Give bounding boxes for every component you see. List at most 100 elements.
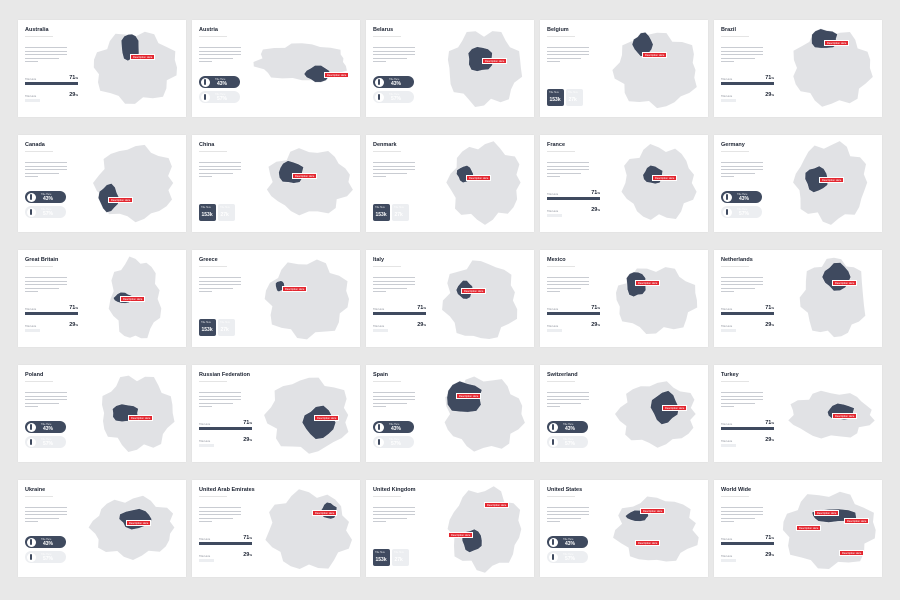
slide-title: Australia	[25, 27, 49, 33]
slide-greece[interactable]: Greece Description Here Title Here 153k Titl…	[192, 250, 360, 347]
person-icon	[374, 92, 384, 102]
slide-united-arab-emirates[interactable]: United Arab Emirates Description Here Titl…	[192, 480, 360, 577]
slide-poland[interactable]: Poland Description Here Title Here 43% Title…	[18, 365, 186, 462]
slide-china[interactable]: China Description Here Title Here 153k Title…	[192, 135, 360, 232]
person-icon	[374, 437, 384, 447]
people-stat-2: Title Here 57%	[373, 436, 414, 448]
people-stat-2: Title Here 57%	[373, 91, 414, 103]
number-box-2: Title Here 27k	[218, 319, 235, 336]
bar-label: Title Here	[373, 325, 385, 328]
slide-title: Turkey	[721, 372, 739, 378]
country-map	[93, 31, 177, 104]
progress-bar-1: Title Here 71%	[547, 190, 600, 200]
bar-value: 29	[765, 437, 772, 443]
slide-austria[interactable]: Austria Description Here Title Here 43% Titl…	[192, 20, 360, 117]
country-map	[799, 257, 866, 338]
bar-value: 29	[69, 92, 76, 98]
slide-switzerland[interactable]: Switzerland Description Here Title Here 43%…	[540, 365, 708, 462]
stat-value: 43%	[43, 196, 54, 202]
slide-turkey[interactable]: Turkey Description Here Title Here 71% Title…	[714, 365, 882, 462]
highlighted-region[interactable]	[467, 46, 493, 72]
slide-title: Poland	[25, 372, 44, 378]
bar-label: Title Here	[721, 78, 733, 81]
country-map	[108, 256, 162, 339]
number-box-1: Title Here 153k	[373, 549, 390, 566]
stat-label: Title Here	[41, 553, 52, 556]
slide-australia[interactable]: Australia Description Here Title Here 71% Ti…	[18, 20, 186, 117]
bar-unit: %	[75, 323, 78, 327]
slide-title: Mexico	[547, 257, 566, 263]
bar-value: 71	[765, 75, 772, 81]
bar-unit: %	[75, 306, 78, 310]
bar-unit: %	[423, 323, 426, 327]
description-text	[373, 507, 415, 525]
bar-value: 71	[591, 305, 598, 311]
slide-mexico[interactable]: Mexico Description Here Title Here 71% Title…	[540, 250, 708, 347]
progress-bar-1: Title Here 71%	[721, 535, 774, 545]
person-icon	[722, 192, 732, 202]
stat-label: Title Here	[737, 208, 748, 211]
slide-title: Switzerland	[547, 372, 578, 378]
slide-belarus[interactable]: Belarus Description Here Title Here 43% Titl…	[366, 20, 534, 117]
description-text	[199, 47, 241, 65]
people-stat-2: Title Here 57%	[199, 91, 240, 103]
person-icon	[26, 552, 36, 562]
bar-unit: %	[771, 553, 774, 557]
person-icon	[548, 552, 558, 562]
slide-united-kingdom[interactable]: United Kingdom Description Here Descriptio…	[366, 480, 534, 577]
bar-unit: %	[597, 191, 600, 195]
slide-germany[interactable]: Germany Description Here Title Here 43% Titl…	[714, 135, 882, 232]
stat-value: 43%	[565, 426, 576, 432]
number-box-1: Title Here 153k	[547, 89, 564, 106]
slide-great-britain[interactable]: Great Britain Description Here Title Here 7…	[18, 250, 186, 347]
slide-title: United States	[547, 487, 583, 493]
description-tag: Description Here	[482, 58, 508, 65]
slide-france[interactable]: France Description Here Title Here 71% Title…	[540, 135, 708, 232]
highlighted-region[interactable]	[804, 165, 829, 193]
description-text	[373, 47, 415, 65]
person-icon	[722, 207, 732, 217]
number-box-2: Title Here 27k	[566, 89, 583, 106]
progress-bar-1: Title Here 71%	[721, 75, 774, 85]
slide-spain[interactable]: Spain Description Here Title Here 43% Title …	[366, 365, 534, 462]
bar-unit: %	[423, 306, 426, 310]
slide-belgium[interactable]: Belgium Description Here Title Here 153k Tit…	[540, 20, 708, 117]
subtitle-line	[721, 266, 749, 267]
slide-world-wide[interactable]: World Wide Description Here Description He…	[714, 480, 882, 577]
stat-label: Title Here	[737, 193, 748, 196]
stat-label: Title Here	[563, 438, 574, 441]
stat-label: Title Here	[41, 438, 52, 441]
highlighted-region[interactable]	[301, 405, 337, 440]
description-text	[721, 162, 763, 180]
slide-title: Brazil	[721, 27, 736, 33]
slide-brazil[interactable]: Brazil Description Here Title Here 71% Title…	[714, 20, 882, 117]
bar-fill	[25, 312, 78, 315]
map-shape	[264, 259, 349, 340]
subtitle-line	[199, 496, 227, 497]
bar-fill	[25, 329, 41, 332]
subtitle-line	[373, 266, 401, 267]
slide-denmark[interactable]: Denmark Description Here Title Here 153k Tit…	[366, 135, 534, 232]
description-text	[721, 507, 763, 525]
people-stat-1: Title Here 43%	[373, 76, 414, 88]
number-box-2: Title Here 27k	[218, 204, 235, 221]
bar-value: 71	[69, 75, 76, 81]
slide-title: Belgium	[547, 27, 569, 33]
number-box-1: Title Here 153k	[199, 204, 216, 221]
slide-italy[interactable]: Italy Description Here Title Here 71% Title …	[366, 250, 534, 347]
slide-united-states[interactable]: United States Description Here Description…	[540, 480, 708, 577]
bar-fill	[547, 214, 563, 217]
description-tag: Description Here	[128, 415, 154, 422]
bar-unit: %	[771, 438, 774, 442]
bar-fill	[373, 329, 389, 332]
slide-netherlands[interactable]: Netherlands Description Here Title Here 71%…	[714, 250, 882, 347]
bar-unit: %	[771, 323, 774, 327]
bar-label: Title Here	[721, 95, 733, 98]
person-icon	[26, 207, 36, 217]
bar-label: Title Here	[547, 325, 559, 328]
slide-ukraine[interactable]: Ukraine Description Here Title Here 43% Titl…	[18, 480, 186, 577]
description-tag: Description Here	[456, 393, 482, 400]
slide-russian-federation[interactable]: Russian Federation Description Here Title …	[192, 365, 360, 462]
slide-canada[interactable]: Canada Description Here Title Here 43% Title…	[18, 135, 186, 232]
box-label: Title Here	[394, 552, 404, 554]
